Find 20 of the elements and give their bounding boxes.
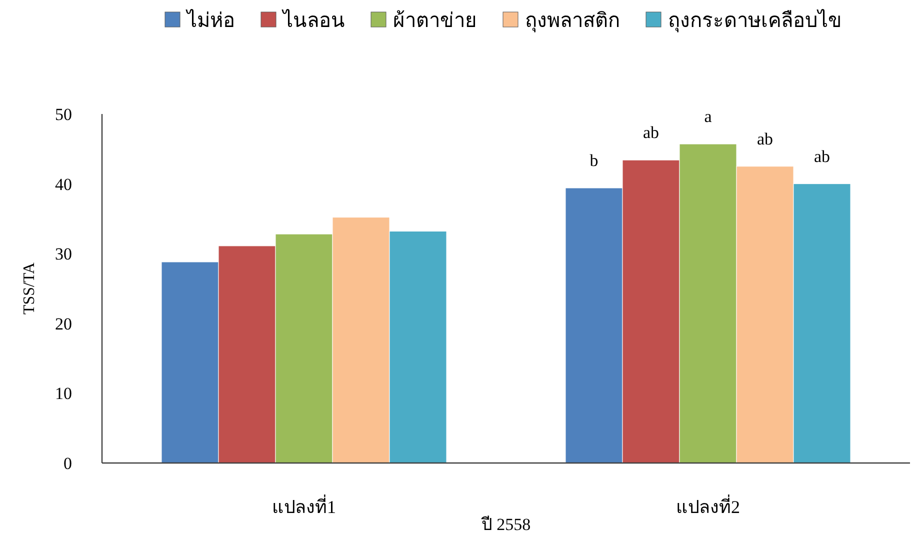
y-tick-label: 40 [55, 174, 72, 194]
y-tick-label: 10 [55, 384, 72, 404]
legend-label: ถุงพลาสติก [525, 8, 620, 33]
annotation: b [590, 150, 598, 170]
x-axis-title: ปี 2558 [480, 515, 531, 534]
x-tick-label: แปลงที่2 [676, 494, 740, 517]
y-tick-label: 20 [55, 314, 72, 334]
y-tick-label: 30 [55, 244, 72, 264]
y-axis-title: TSS/TA [21, 262, 38, 315]
legend-label: ถุงกระดาษเคลือบไข [668, 8, 842, 33]
annotation: ab [642, 123, 660, 142]
legend-label: ผ้าตาข่าย [393, 8, 477, 32]
y-tick-label: 50 [55, 105, 72, 124]
annotation: a [704, 107, 712, 126]
annotation: ab [756, 129, 774, 148]
annotation: ab [814, 146, 830, 166]
legend-label: ไม่ห่อ [185, 8, 235, 32]
x-tick-label: แปลงที่1 [272, 494, 336, 517]
y-tick-label: 0 [64, 454, 72, 473]
legend-label: ไนลอน [281, 8, 345, 32]
